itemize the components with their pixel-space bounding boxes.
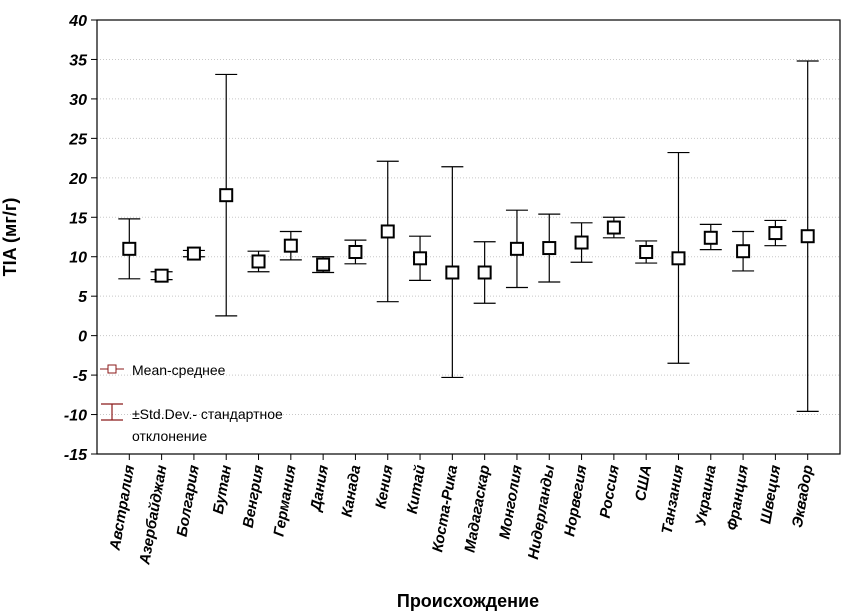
y-axis: -15 -10 -5 0 5 10 15 20 25 30 35 40 bbox=[64, 13, 97, 464]
mean-marker bbox=[705, 232, 717, 244]
mean-marker bbox=[608, 222, 620, 234]
x-tick-label: Венгрия bbox=[240, 464, 268, 530]
x-tick-label: Франция bbox=[724, 464, 752, 532]
x-tick-label: Швеция bbox=[757, 464, 784, 526]
y-tick-label: -15 bbox=[64, 447, 88, 464]
x-tick-label: Норвегия bbox=[561, 464, 590, 538]
x-tick-label: Монголия bbox=[496, 464, 526, 541]
x-tick-label: Азербайджан bbox=[136, 464, 170, 567]
mean-marker bbox=[543, 242, 555, 254]
mean-marker bbox=[672, 252, 684, 264]
x-tick-label: США bbox=[632, 464, 655, 503]
mean-marker bbox=[414, 252, 426, 264]
y-tick-label: 30 bbox=[69, 92, 87, 109]
mean-marker bbox=[253, 255, 265, 267]
x-tick-label: Германия bbox=[270, 464, 299, 538]
y-tick-label: 25 bbox=[68, 131, 88, 148]
mean-marker bbox=[511, 243, 523, 255]
x-tick-label: Бутан bbox=[210, 464, 235, 516]
mean-marker bbox=[479, 267, 491, 279]
mean-marker bbox=[576, 237, 588, 249]
legend: Mean-среднее ±Std.Dev.- стандартное откл… bbox=[100, 362, 283, 444]
x-tick-label: Дания bbox=[307, 464, 332, 515]
y-tick-label: 10 bbox=[69, 250, 87, 267]
mean-marker bbox=[317, 259, 329, 271]
y-tick-label: 40 bbox=[68, 13, 87, 30]
x-tick-label: Болгария bbox=[174, 464, 203, 538]
x-tick-label: Коста-Рика bbox=[429, 464, 461, 554]
x-tick-label: Танзания bbox=[659, 464, 688, 536]
x-tick-label: Эквадор bbox=[789, 464, 817, 529]
legend-sd-label-line2: отклонение bbox=[132, 428, 207, 444]
mean-marker bbox=[156, 270, 168, 282]
x-tick-label: Мадагаскар bbox=[461, 464, 493, 554]
x-tick-label: Австралия bbox=[106, 464, 138, 553]
y-tick-label: 15 bbox=[69, 210, 88, 227]
x-tick-label: Китай bbox=[404, 464, 429, 515]
y-tick-label: 35 bbox=[69, 52, 88, 69]
mean-marker bbox=[802, 230, 814, 242]
mean-marker bbox=[188, 248, 200, 260]
mean-marker bbox=[769, 227, 781, 239]
data-marks bbox=[118, 61, 818, 411]
y-tick-label: -5 bbox=[73, 368, 88, 385]
legend-mean-marker-icon bbox=[108, 365, 116, 373]
plot-frame bbox=[97, 20, 840, 454]
y-tick-label: 0 bbox=[78, 329, 87, 346]
mean-marker bbox=[640, 246, 652, 258]
x-tick-label: Россия bbox=[597, 464, 623, 520]
x-axis-title: Происхождение bbox=[397, 591, 539, 611]
legend-mean-label: Mean-среднее bbox=[132, 362, 226, 378]
y-tick-label: 5 bbox=[78, 289, 88, 306]
x-tick-label: Канада bbox=[338, 464, 364, 519]
mean-marker bbox=[349, 246, 361, 258]
mean-marker bbox=[285, 240, 297, 252]
x-tick-label: Украина bbox=[692, 464, 719, 527]
y-tick-label: -10 bbox=[64, 408, 87, 425]
mean-marker bbox=[123, 243, 135, 255]
mean-marker bbox=[737, 245, 749, 257]
x-tick-label: Нидерланды bbox=[525, 464, 558, 561]
x-tick-label: Кения bbox=[372, 464, 396, 510]
mean-marker bbox=[446, 267, 458, 279]
y-axis-title: TIA (мг/г) bbox=[0, 198, 20, 277]
legend-sd-label-line1: ±Std.Dev.- стандартное bbox=[132, 406, 283, 422]
mean-marker bbox=[220, 189, 232, 201]
y-tick-label: 20 bbox=[68, 171, 87, 188]
mean-marker bbox=[382, 225, 394, 237]
